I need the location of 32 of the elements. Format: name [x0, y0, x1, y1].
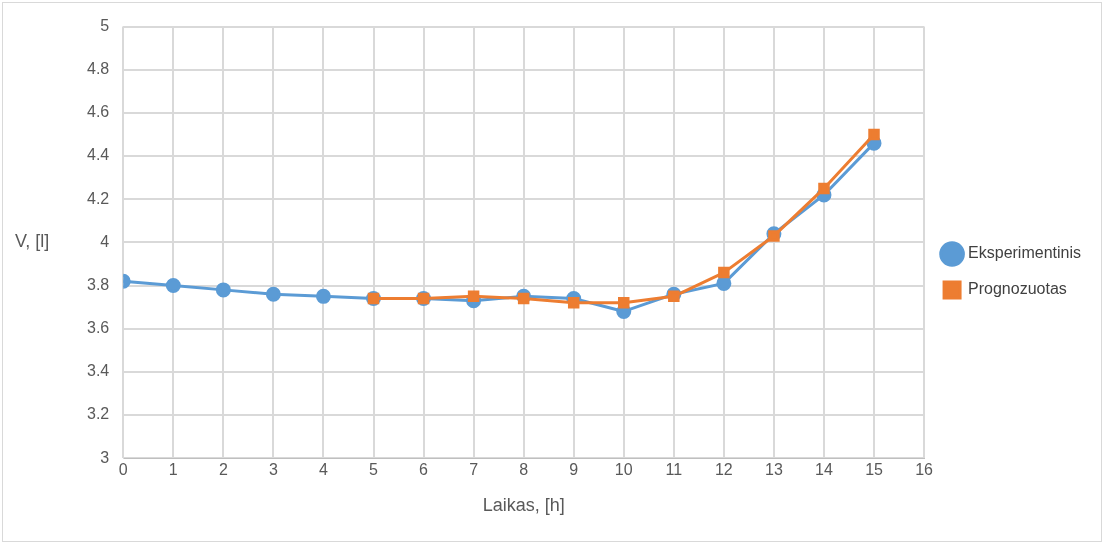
x-tick-label: 9 — [569, 461, 579, 479]
x-axis-title: Laikas, [h] — [482, 495, 565, 516]
y-tick-label: 3.2 — [86, 405, 110, 423]
y-tick-label: 4.8 — [86, 60, 110, 78]
x-tick-label: 5 — [369, 461, 379, 479]
x-tick-label: 7 — [469, 461, 479, 479]
x-tick-label: 4 — [319, 461, 328, 479]
y-tick-label: 3.4 — [86, 362, 110, 380]
y-tick-label: 3 — [100, 448, 110, 466]
y-tick-label: 3.8 — [86, 275, 110, 293]
x-tick-label: 15 — [865, 461, 884, 479]
x-tick-label: 16 — [915, 461, 934, 479]
x-tick-label: 11 — [665, 461, 683, 479]
y-tick-label: 4 — [100, 232, 110, 250]
x-tick-label: 0 — [118, 461, 128, 479]
x-tick-label: 12 — [714, 461, 733, 479]
y-tick-label: 4.6 — [86, 103, 110, 121]
x-tick-label: 13 — [765, 461, 783, 479]
legend-label: Eksperimentinis — [968, 244, 1082, 262]
x-tick-label: 6 — [419, 461, 429, 479]
x-tick-label: 8 — [519, 461, 529, 479]
legend-label: Prognozuotas — [968, 280, 1067, 298]
y-tick-label: 5 — [100, 17, 110, 35]
y-tick-label: 4.4 — [86, 146, 110, 164]
x-tick-label: 3 — [268, 461, 278, 479]
x-tick-label: 1 — [168, 461, 178, 479]
y-axis-title: V, [l] — [15, 231, 50, 252]
x-tick-label: 14 — [815, 461, 833, 479]
y-tick-label: 3.6 — [86, 319, 110, 337]
x-tick-label: 10 — [614, 461, 633, 479]
y-tick-label: 4.2 — [86, 189, 110, 207]
x-tick-label: 2 — [218, 461, 228, 479]
